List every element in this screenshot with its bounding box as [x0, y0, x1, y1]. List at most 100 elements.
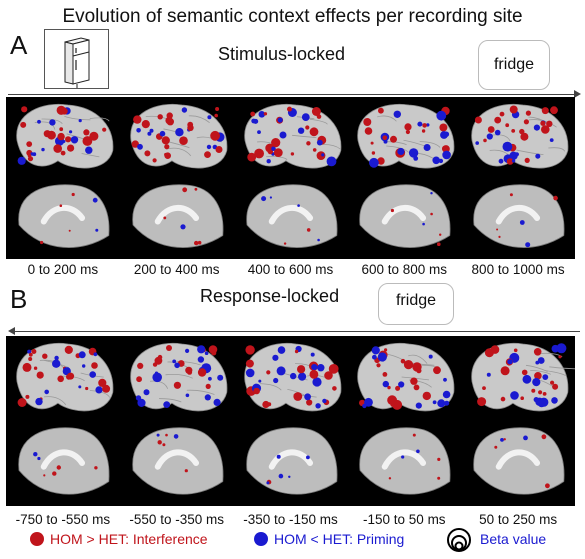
electrode-marker [152, 372, 162, 383]
arrow-left-icon [8, 327, 15, 335]
sulcus-line [188, 115, 210, 123]
electrode-marker [522, 374, 532, 384]
electrode-marker [422, 129, 426, 133]
electrode-marker [26, 141, 33, 147]
electrode-marker [193, 240, 199, 246]
electrode-marker [311, 377, 322, 387]
electrode-marker [502, 141, 513, 152]
corpus-callosum [495, 204, 541, 225]
electrode-marker [540, 120, 546, 126]
time-window-label: -350 to -150 ms [243, 512, 338, 527]
brain-panel [243, 342, 341, 495]
electrode-marker [54, 355, 59, 361]
time-window-label: 800 to 1000 ms [471, 262, 565, 277]
electrode-marker [82, 136, 93, 146]
stimulus-word: fridge [493, 56, 535, 73]
sulcus-line [81, 153, 100, 158]
brain-panel [471, 103, 569, 248]
electrode-marker [64, 345, 73, 354]
electrode-marker [157, 354, 163, 360]
electrode-marker [496, 228, 499, 231]
electrode-marker [514, 348, 518, 353]
electrode-marker [136, 143, 143, 150]
electrode-marker [391, 208, 395, 213]
response-word: fridge [395, 292, 437, 309]
electrode-marker [157, 114, 163, 120]
electrode-marker [512, 159, 516, 163]
electrode-marker [296, 365, 305, 374]
electrode-marker [28, 357, 33, 361]
electrode-marker [173, 434, 179, 439]
electrode-marker [437, 399, 446, 408]
electrode-marker [429, 354, 434, 359]
electrode-marker [382, 380, 390, 388]
electrode-marker [266, 159, 271, 164]
electrode-marker [550, 380, 555, 385]
electrode-marker [376, 363, 381, 368]
electrode-marker [439, 233, 442, 236]
electrode-marker [413, 156, 419, 161]
panel-b-letter: B [10, 284, 28, 314]
electrode-marker [132, 115, 142, 124]
brain-panel [243, 103, 341, 248]
electrode-marker [416, 402, 423, 409]
electrode-marker [42, 353, 48, 359]
electrode-marker [216, 374, 223, 381]
electrode-marker [437, 476, 441, 480]
electrode-marker [331, 386, 337, 391]
electrode-marker [475, 141, 480, 145]
medial-brain-surface [18, 184, 110, 248]
legend-priming: HOM < HET: Priming [274, 531, 405, 547]
electrode-marker [442, 145, 449, 152]
electrode-marker [546, 120, 553, 127]
electrode-marker [316, 238, 320, 242]
electrode-marker [297, 127, 304, 134]
electrode-marker [152, 362, 158, 367]
electrode-marker [433, 400, 437, 405]
electrode-marker [316, 364, 325, 372]
interference-dot-icon [30, 532, 44, 546]
sulcus-line [158, 398, 182, 403]
electrode-marker [85, 146, 93, 154]
electrode-marker [265, 370, 270, 375]
electrode-marker [477, 397, 487, 407]
electrode-marker [541, 125, 550, 134]
electrode-marker [68, 229, 71, 232]
electrode-marker [41, 147, 45, 152]
electrode-marker [440, 131, 449, 139]
electrode-marker [442, 150, 452, 160]
electrode-marker [389, 477, 392, 480]
medial-brain-surface [132, 427, 224, 495]
electrode-marker [538, 390, 543, 395]
electrode-marker [387, 385, 392, 390]
electrode-marker [62, 140, 66, 143]
electrode-marker [432, 156, 441, 165]
electrode-marker [542, 374, 549, 380]
electrode-marker [70, 136, 79, 144]
electrode-marker [184, 469, 188, 473]
electrode-marker [196, 345, 206, 354]
electrode-marker [522, 369, 528, 376]
electrode-marker [49, 119, 56, 126]
panel-a-brain-strip [6, 97, 575, 259]
electrode-marker [52, 359, 61, 368]
electrode-marker [533, 124, 541, 131]
electrode-marker [59, 127, 64, 132]
medial-brain-surface [246, 184, 338, 248]
electrode-marker [511, 129, 516, 133]
electrode-marker [258, 111, 265, 118]
electrode-marker [507, 359, 513, 365]
electrode-marker [426, 123, 430, 127]
corpus-callosum [154, 204, 199, 225]
electrode-marker [398, 381, 405, 388]
electrode-marker [279, 131, 287, 139]
electrode-marker [289, 372, 296, 380]
electrode-marker [263, 112, 267, 116]
electrode-marker [316, 114, 321, 119]
electrode-marker [137, 398, 146, 407]
panel-a-title: Stimulus-locked [218, 44, 346, 64]
electrode-marker [485, 348, 495, 358]
electrode-marker [270, 146, 276, 151]
electrode-marker [409, 148, 419, 158]
electrode-marker [245, 359, 254, 368]
